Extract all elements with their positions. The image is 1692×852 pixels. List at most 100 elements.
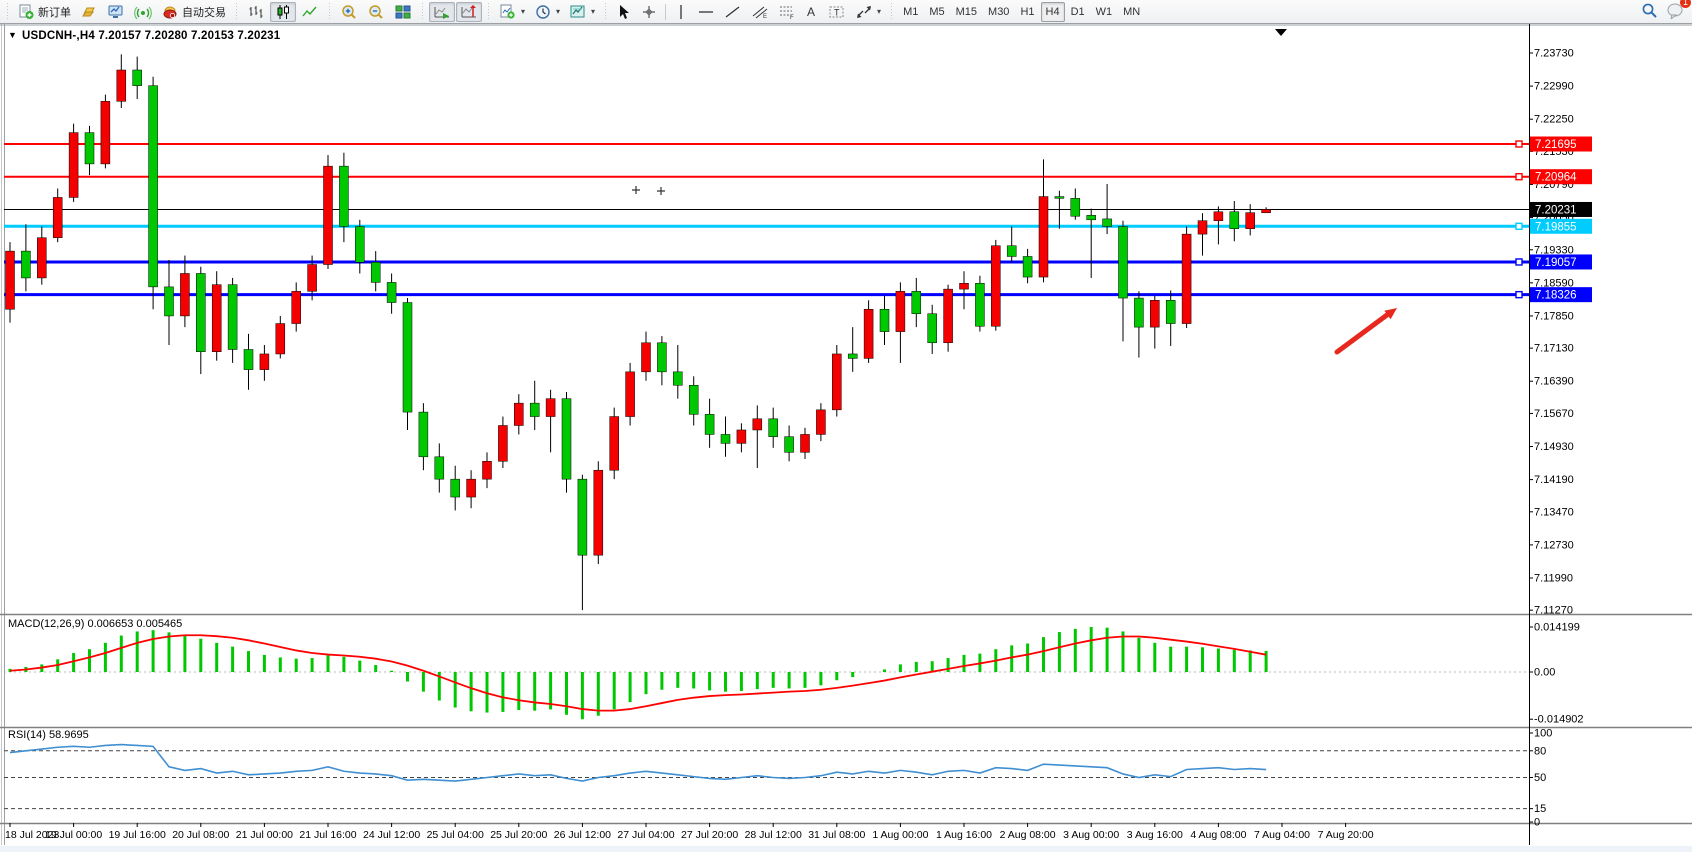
search-icon[interactable]	[1641, 2, 1658, 22]
svg-text:T: T	[834, 7, 840, 17]
timeframe-button-m30[interactable]: M30	[988, 5, 1010, 18]
crosshair-tool-button[interactable]	[637, 2, 661, 22]
candle	[164, 260, 174, 346]
horizontal-line-tool-button[interactable]	[693, 2, 719, 22]
indicators-button[interactable]: ▾	[495, 2, 529, 22]
price-label-text: 7.19855	[1535, 221, 1577, 233]
chart-background	[0, 24, 1692, 852]
toolbar-grip	[889, 2, 895, 21]
channel-tool-button[interactable]: E	[747, 2, 773, 22]
candle	[1102, 184, 1112, 235]
candle	[1197, 213, 1208, 256]
timeframe-button-h1[interactable]: H1	[1020, 5, 1035, 18]
time-axis-label: 1 Aug 00:00	[872, 829, 928, 841]
cursor-tool-button[interactable]	[612, 2, 636, 22]
zoom-out-button[interactable]	[363, 2, 389, 22]
candle	[943, 284, 953, 352]
chart-window-button[interactable]	[103, 2, 129, 22]
market-watch-button[interactable]	[76, 2, 102, 22]
candle	[1070, 188, 1081, 220]
macd-axis-label: -0.014902	[1534, 714, 1584, 726]
candle-chart-mode-button[interactable]	[270, 1, 296, 22]
templates-caret[interactable]: ▾	[591, 7, 596, 16]
price-axis-label: 7.18590	[1534, 277, 1574, 289]
candle	[68, 123, 79, 202]
candle	[1038, 159, 1049, 283]
timeframe-button-d1[interactable]: D1	[1070, 5, 1085, 18]
candle	[21, 224, 31, 292]
candle	[132, 56, 142, 100]
timeframe-button-mn[interactable]: MN	[1123, 5, 1141, 18]
timeframe-button-m5[interactable]: M5	[929, 5, 945, 18]
candle	[879, 295, 890, 346]
signals-button[interactable]	[130, 2, 156, 22]
periods-caret[interactable]: ▾	[556, 7, 561, 16]
chart-shift-button[interactable]	[456, 1, 482, 22]
hline-handle[interactable]	[1515, 172, 1523, 181]
price-axis-label: 7.14190	[1534, 474, 1574, 486]
annotation-arrow-shaft[interactable]	[1334, 309, 1394, 355]
candle	[291, 282, 301, 332]
chart-canvas[interactable]: 7.237307.229907.222507.215307.207907.200…	[0, 24, 1692, 852]
macd-axis-label: 0.00	[1534, 667, 1555, 679]
time-axis-label: 7 Aug 04:00	[1254, 829, 1310, 841]
trendline-tool-button[interactable]	[720, 2, 746, 22]
zoom-in-button[interactable]	[336, 2, 362, 22]
hline-handle[interactable]	[1515, 222, 1523, 230]
candle	[863, 300, 874, 363]
line-chart-icon	[301, 4, 319, 20]
time-axis-label: 4 Aug 08:00	[1190, 829, 1246, 841]
time-axis-label: 1 Aug 16:00	[936, 829, 992, 841]
hline-handle[interactable]	[1515, 140, 1523, 148]
price-axis-label: 7.15670	[1534, 408, 1574, 420]
arrows-tool-button[interactable]: ▾	[851, 2, 885, 22]
autotrade-button[interactable]: 自动交易	[157, 2, 230, 22]
text-tool-button[interactable]: A	[801, 2, 823, 22]
new-order-label: 新订单	[38, 6, 71, 19]
candle	[895, 282, 906, 363]
price-label-text: 7.20964	[1535, 172, 1577, 184]
candle	[37, 226, 47, 285]
arrows-icon	[855, 4, 873, 20]
indicators-caret[interactable]: ▾	[521, 7, 526, 16]
auto-scroll-button[interactable]	[429, 1, 455, 22]
chart-shift-icon	[460, 4, 478, 20]
price-label-box	[1530, 254, 1592, 270]
candle	[418, 403, 429, 471]
timeframe-button-h4[interactable]: H4	[1040, 1, 1065, 22]
candle	[196, 266, 206, 375]
price-axis-label: 7.13470	[1534, 506, 1574, 518]
fibonacci-tool-button[interactable]: F	[774, 2, 800, 22]
time-axis-label: 2 Aug 08:00	[1000, 829, 1056, 841]
periods-button[interactable]: ▾	[530, 2, 564, 22]
bar-chart-mode-button[interactable]	[243, 2, 269, 22]
candle	[975, 275, 985, 332]
indicators-icon	[499, 4, 517, 20]
vertical-line-tool-button[interactable]	[670, 2, 692, 22]
toolbar-separator	[665, 3, 667, 20]
candle	[482, 452, 492, 489]
line-chart-mode-button[interactable]	[297, 2, 323, 22]
tile-windows-button[interactable]	[390, 2, 416, 22]
candle	[1213, 206, 1224, 245]
text-label-tool-button[interactable]: T	[824, 2, 850, 22]
hline-handle[interactable]	[1515, 290, 1523, 299]
templates-button[interactable]: ▾	[565, 2, 599, 22]
annotation-arrow-head[interactable]	[1384, 308, 1397, 320]
timeframe-button-w1[interactable]: W1	[1095, 5, 1113, 18]
price-axis-label: 7.17130	[1534, 343, 1574, 355]
time-axis-label: 21 Jul 00:00	[236, 829, 293, 841]
arrows-caret[interactable]: ▾	[877, 7, 882, 16]
chat-button[interactable]: 1	[1666, 0, 1691, 22]
hline-handle[interactable]	[1515, 258, 1523, 266]
candle	[498, 416, 508, 468]
timeframe-button-m1[interactable]: M1	[903, 5, 919, 18]
price-label-box	[1530, 287, 1592, 303]
timeframe-button-m15[interactable]: M15	[955, 5, 978, 18]
time-axis-label: 19 Jul 16:00	[109, 829, 166, 841]
time-axis-label: 31 Jul 08:00	[808, 829, 865, 841]
bar-chart-icon	[247, 4, 265, 20]
new-order-button[interactable]: 新订单	[14, 2, 75, 22]
shift-marker[interactable]	[1275, 29, 1287, 36]
